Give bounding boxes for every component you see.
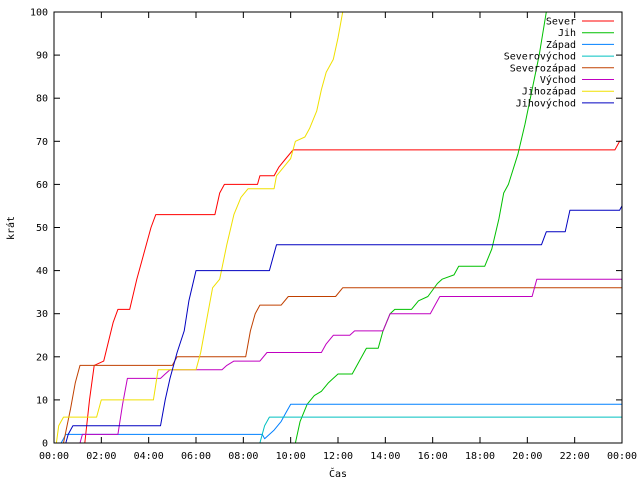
x-tick-label-8: 16:00 [418,451,448,462]
series-line-6 [55,12,344,443]
series-line-0 [84,140,622,443]
x-axis-label: Čas [329,467,347,480]
legend-label-6: Jihozápad [522,86,576,98]
legend-label-4: Severozápad [510,62,576,74]
x-tick-label-4: 08:00 [228,451,258,462]
axis-ticks [53,11,623,444]
y-tick-label-5: 50 [36,223,48,234]
series-line-3 [259,416,622,443]
x-tick-label-10: 20:00 [512,451,542,462]
legend-label-7: Jihovýchod [516,97,576,109]
x-tick-label-5: 10:00 [276,451,306,462]
y-tick-label-1: 10 [36,395,48,406]
legend-label-0: Sever [546,17,576,28]
y-tick-label-7: 70 [36,137,48,148]
legend-label-1: Jih [558,28,576,39]
series-line-5 [79,278,622,443]
y-tick-label-6: 60 [36,180,48,191]
y-tick-label-3: 30 [36,309,48,320]
y-tick-labels: 0 10 20 30 40 50 60 70 80 90 100 [30,8,48,450]
series-line-1 [294,12,547,443]
series-line-2 [60,403,622,443]
y-tick-label-0: 0 [42,439,48,450]
y-tick-label-4: 40 [36,266,48,277]
y-tick-label-10: 100 [30,8,48,19]
y-tick-label-9: 90 [36,51,48,62]
legend-label-3: Severovýchod [504,51,576,63]
series-line-7 [65,205,622,443]
x-tick-labels: 00:00 02:00 04:00 06:00 08:00 10:00 12:00 14:00… [39,451,637,462]
x-tick-label-9: 18:00 [465,451,495,462]
legend-label-5: Východ [540,74,576,86]
y-axis-label: krát [5,216,17,240]
x-tick-label-0: 00:00 [39,451,69,462]
x-tick-label-11: 22:00 [560,451,590,462]
x-tick-label-3: 06:00 [181,451,211,462]
y-tick-label-8: 80 [36,94,48,105]
x-tick-label-2: 04:00 [134,451,164,462]
x-tick-label-1: 02:00 [86,451,116,462]
legend: SeverJihZápadSeverovýchodSeverozápadVých… [504,17,614,109]
x-tick-label-12: 00:00 [607,451,637,462]
series-line-4 [63,287,622,443]
y-tick-label-2: 20 [36,352,48,363]
plot-lines [55,12,622,443]
legend-label-2: Západ [546,39,576,51]
x-tick-label-6: 12:00 [323,451,353,462]
x-tick-label-7: 14:00 [370,451,400,462]
